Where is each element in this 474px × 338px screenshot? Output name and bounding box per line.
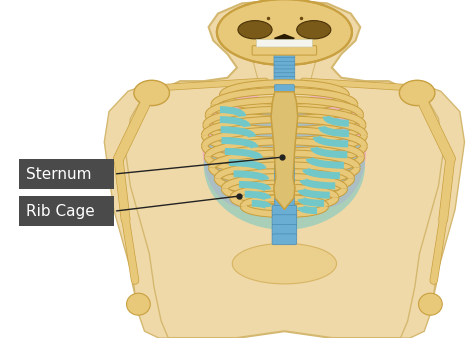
Polygon shape bbox=[401, 83, 465, 338]
Ellipse shape bbox=[297, 21, 331, 39]
Ellipse shape bbox=[204, 101, 365, 230]
FancyBboxPatch shape bbox=[274, 68, 295, 73]
Ellipse shape bbox=[217, 0, 352, 65]
Ellipse shape bbox=[202, 93, 285, 208]
Polygon shape bbox=[109, 0, 460, 338]
Ellipse shape bbox=[283, 93, 366, 208]
Text: Rib Cage: Rib Cage bbox=[26, 204, 95, 219]
FancyBboxPatch shape bbox=[272, 234, 297, 245]
FancyBboxPatch shape bbox=[274, 131, 294, 141]
Polygon shape bbox=[271, 92, 298, 210]
FancyBboxPatch shape bbox=[274, 140, 294, 150]
FancyBboxPatch shape bbox=[274, 168, 294, 178]
Polygon shape bbox=[271, 92, 298, 210]
FancyBboxPatch shape bbox=[19, 159, 114, 189]
Ellipse shape bbox=[399, 80, 435, 106]
Ellipse shape bbox=[238, 21, 272, 39]
FancyBboxPatch shape bbox=[274, 72, 295, 77]
FancyBboxPatch shape bbox=[274, 122, 294, 131]
Polygon shape bbox=[104, 83, 168, 338]
FancyBboxPatch shape bbox=[274, 159, 294, 168]
FancyBboxPatch shape bbox=[274, 177, 294, 187]
FancyBboxPatch shape bbox=[274, 94, 294, 103]
FancyBboxPatch shape bbox=[19, 196, 114, 226]
Polygon shape bbox=[251, 54, 318, 81]
Ellipse shape bbox=[127, 293, 150, 315]
FancyBboxPatch shape bbox=[274, 53, 295, 57]
Ellipse shape bbox=[221, 3, 347, 41]
Ellipse shape bbox=[232, 243, 337, 284]
FancyBboxPatch shape bbox=[274, 76, 295, 80]
Ellipse shape bbox=[134, 80, 169, 106]
Ellipse shape bbox=[419, 293, 442, 315]
Polygon shape bbox=[274, 34, 295, 43]
FancyBboxPatch shape bbox=[274, 112, 294, 122]
FancyBboxPatch shape bbox=[274, 65, 295, 69]
FancyBboxPatch shape bbox=[274, 84, 294, 94]
FancyBboxPatch shape bbox=[272, 205, 297, 216]
FancyBboxPatch shape bbox=[274, 196, 294, 206]
FancyBboxPatch shape bbox=[272, 215, 297, 225]
FancyBboxPatch shape bbox=[274, 149, 294, 159]
Text: Sternum: Sternum bbox=[26, 167, 91, 182]
FancyBboxPatch shape bbox=[274, 187, 294, 196]
FancyBboxPatch shape bbox=[256, 40, 312, 47]
FancyBboxPatch shape bbox=[274, 57, 295, 61]
FancyBboxPatch shape bbox=[252, 46, 317, 55]
FancyBboxPatch shape bbox=[274, 61, 295, 65]
FancyBboxPatch shape bbox=[272, 224, 297, 235]
FancyBboxPatch shape bbox=[274, 103, 294, 113]
